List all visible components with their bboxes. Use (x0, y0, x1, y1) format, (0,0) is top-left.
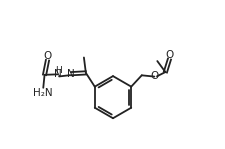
Text: H: H (55, 66, 61, 75)
Text: O: O (150, 71, 158, 81)
Text: H₂N: H₂N (33, 88, 52, 98)
Text: N: N (54, 69, 62, 79)
Text: O: O (165, 50, 173, 60)
Text: O: O (43, 51, 52, 61)
Text: N: N (67, 69, 75, 79)
